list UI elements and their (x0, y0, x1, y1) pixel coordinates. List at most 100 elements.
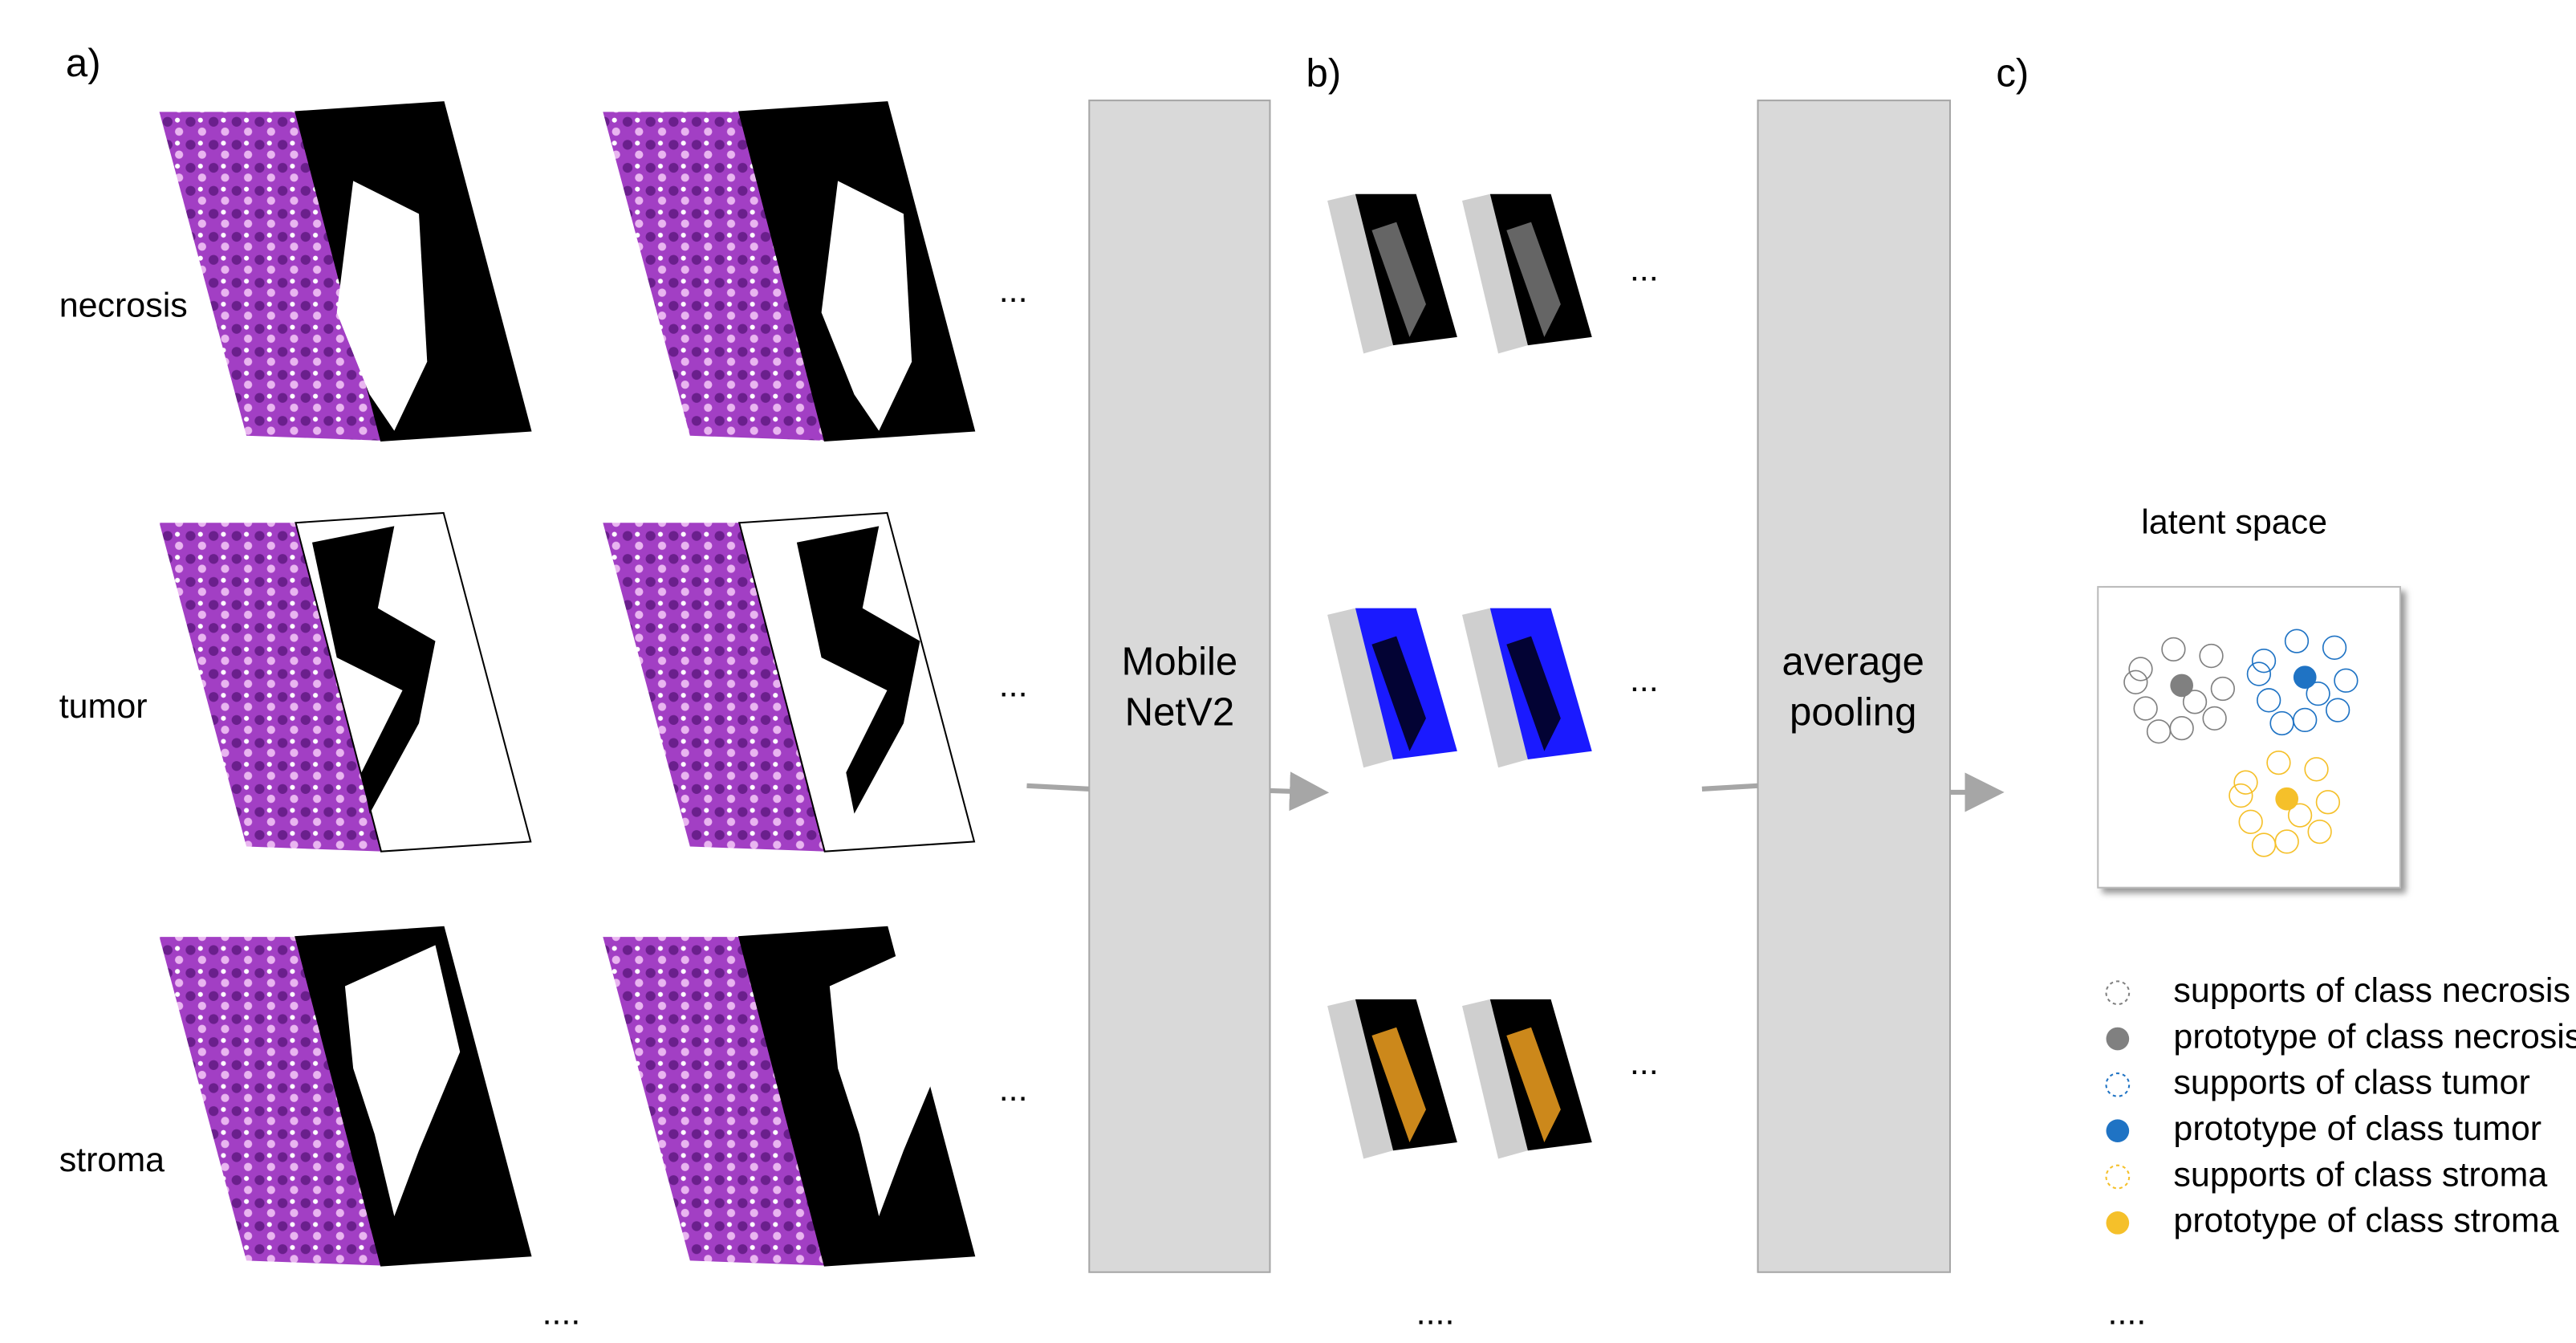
support-point (2251, 832, 2277, 857)
legend-marker (2106, 1027, 2130, 1051)
legend-label: prototype of class tumor (2173, 1109, 2541, 1148)
tissue-image (159, 112, 381, 441)
mask-blob (821, 181, 912, 431)
prototype-point (2170, 674, 2194, 698)
feature-side (1462, 608, 1528, 768)
support-point (2315, 790, 2341, 815)
support-point (2182, 690, 2208, 714)
mask-blob-group (821, 181, 912, 431)
legend-label: supports of class stroma (2173, 1155, 2547, 1194)
legend-label: supports of class necrosis (2173, 971, 2570, 1010)
support-point (2269, 710, 2294, 736)
mask-blob (829, 945, 945, 1217)
legend-label: prototype of class stroma (2173, 1202, 2558, 1240)
support-point (2238, 809, 2263, 834)
panel-label: c) (1996, 51, 2029, 95)
support-point (2284, 629, 2310, 653)
support-point (2322, 635, 2347, 660)
legend: supports of class necrosis prototype of c… (2105, 971, 2576, 1240)
ellipsis: .... (542, 1293, 581, 1332)
support-point (2210, 676, 2236, 702)
support-point (2266, 750, 2291, 775)
ellipsis: .... (1416, 1293, 1455, 1332)
feature-pattern (1371, 222, 1426, 337)
mask-blob-group (336, 181, 428, 431)
block-label: average (1782, 640, 1924, 683)
legend-marker (2105, 980, 2131, 1006)
support-point (2257, 688, 2281, 713)
support-point (2128, 657, 2153, 682)
support-point (2133, 696, 2158, 721)
feature-pattern (1371, 1027, 1426, 1143)
class-label: necrosis (59, 286, 188, 324)
feature-pattern (1371, 636, 1426, 751)
ellipsis: ... (1630, 1044, 1659, 1082)
arrow (1701, 783, 1758, 792)
feature-side (1327, 193, 1394, 354)
support-point (2334, 668, 2359, 693)
feature-side (1462, 193, 1528, 354)
latent-box (2097, 586, 2401, 889)
support-point (2251, 649, 2277, 674)
support-point (2233, 770, 2258, 795)
panel-label: a) (66, 42, 101, 85)
mask-blob-group (796, 526, 920, 814)
pooling-block (1757, 100, 1952, 1273)
tissue-image (159, 937, 381, 1266)
mask-blob (796, 526, 920, 814)
ellipsis: ... (999, 1070, 1028, 1109)
mobilenet-block (1088, 100, 1271, 1273)
support-point (2304, 757, 2329, 782)
legend-marker (2105, 1072, 2131, 1097)
legend-marker (2106, 1211, 2130, 1235)
feature-pattern (1506, 636, 1561, 751)
support-point (2306, 681, 2330, 706)
class-label: tumor (59, 687, 148, 726)
feature-side (1327, 608, 1394, 768)
mask-blob-group (311, 526, 436, 814)
legend-marker (2105, 1164, 2131, 1190)
support-point (2287, 803, 2313, 828)
legend-label: supports of class tumor (2173, 1064, 2529, 1102)
block-label: Mobile (1122, 640, 1238, 683)
class-label: stroma (59, 1141, 165, 1179)
ellipsis: ... (1630, 250, 1659, 288)
support-point (2161, 637, 2186, 662)
image-tiles (159, 101, 1592, 1267)
block-label: pooling (1790, 691, 1916, 735)
mask-blob (311, 526, 436, 814)
feature-side (1327, 999, 1394, 1159)
arrows (1026, 771, 2005, 812)
mask-blob (336, 181, 428, 431)
tissue-image (603, 523, 825, 852)
support-point (2199, 643, 2224, 669)
prototype-point (2275, 787, 2299, 811)
feature-pattern (1506, 222, 1561, 337)
latent-points (2123, 629, 2359, 857)
ellipsis: ... (999, 271, 1028, 310)
support-point (2229, 783, 2253, 808)
mask-image (737, 511, 976, 853)
legend-marker (2106, 1119, 2130, 1143)
tissue-image (159, 523, 381, 852)
latent-title: latent space (2141, 503, 2327, 542)
prototype-point (2293, 665, 2317, 689)
tissue-image (603, 112, 825, 441)
support-point (2307, 819, 2332, 844)
support-point (2246, 661, 2272, 686)
panel-label: b) (1306, 51, 1342, 95)
support-point (2123, 669, 2148, 694)
arrow (1026, 783, 1090, 792)
mask-blob (344, 945, 461, 1217)
arrow (1270, 771, 1330, 812)
ellipsis: ... (999, 665, 1028, 704)
support-point (2146, 719, 2172, 744)
feature-pattern (1506, 1027, 1561, 1143)
mask-blob-group (829, 945, 945, 1217)
support-point (2326, 698, 2350, 722)
support-point (2202, 706, 2227, 731)
feature-side (1462, 999, 1528, 1159)
block-label: NetV2 (1125, 691, 1235, 735)
legend-label: prototype of class necrosis (2173, 1017, 2576, 1056)
mask-blob-group (344, 945, 461, 1217)
